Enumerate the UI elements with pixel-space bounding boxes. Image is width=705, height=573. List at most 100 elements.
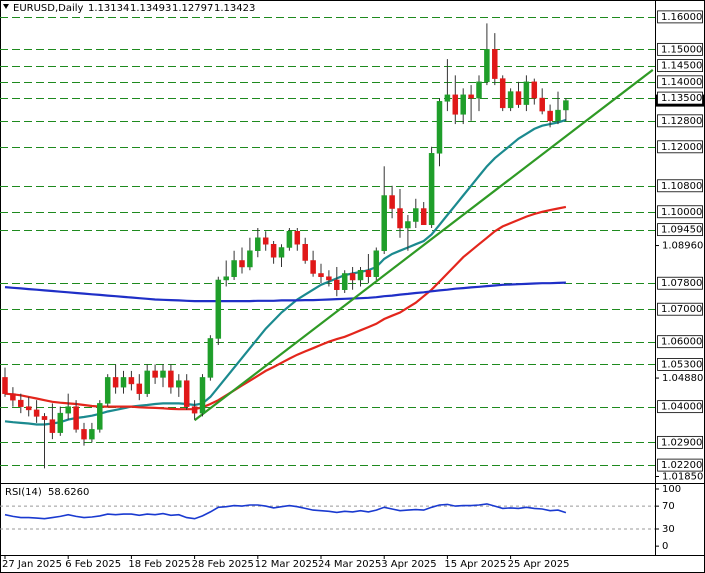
candle-body — [444, 94, 451, 102]
candle-body — [278, 247, 285, 258]
level-label-box — [657, 75, 703, 89]
candle-body — [215, 279, 222, 339]
y-tick-label: 1.08960 — [662, 241, 703, 252]
level-label-box — [657, 302, 703, 316]
level-label-box — [657, 91, 703, 105]
candle-body — [286, 231, 293, 248]
candle-body — [231, 260, 237, 277]
candle-body — [555, 109, 561, 122]
candle-body — [302, 243, 308, 261]
candle-body — [73, 406, 79, 430]
level-label: 1.06000 — [661, 337, 702, 348]
x-tick-label: 28 Feb 2025 — [192, 559, 254, 570]
candle-body — [223, 276, 229, 281]
x-tick-label: 12 Mar 2025 — [255, 559, 318, 570]
level-label: 1.10800 — [661, 181, 702, 192]
y-tick-label: 0 — [662, 541, 668, 552]
level-label-box — [657, 140, 703, 154]
level-label: 1.12800 — [661, 116, 702, 127]
candle-body — [349, 273, 356, 281]
level-label: 1.02900 — [661, 437, 702, 448]
trendline — [193, 68, 654, 422]
candle-body — [310, 260, 316, 274]
level-label-box — [657, 435, 703, 449]
candle-body — [539, 97, 545, 112]
candle-body — [365, 269, 372, 277]
x-tick-label: 18 Feb 2025 — [128, 559, 190, 570]
level-label: 1.10000 — [661, 207, 702, 218]
candle-body — [81, 429, 87, 440]
level-label-box — [657, 42, 703, 56]
candle-body — [389, 195, 395, 209]
level-label: 1.07000 — [661, 304, 702, 315]
level-label-box — [657, 205, 703, 219]
low-value: 1.12797 — [172, 3, 213, 14]
level-label-box — [657, 276, 703, 290]
level-label-box — [657, 400, 703, 414]
level-label: 1.04000 — [661, 402, 702, 413]
candle-body — [460, 94, 466, 115]
symbol-icon — [3, 4, 9, 9]
candle-body — [97, 403, 103, 430]
candle-body — [191, 406, 198, 414]
candle-body — [492, 49, 498, 79]
x-tick-label: 3 Apr 2025 — [381, 559, 436, 570]
x-tick-label: 15 Apr 2025 — [444, 559, 506, 570]
candle-body — [120, 377, 127, 388]
x-tick-label: 6 Feb 2025 — [65, 559, 121, 570]
level-label-box — [657, 458, 703, 472]
candle-body — [89, 429, 95, 440]
candle-body — [318, 273, 324, 277]
candle-body — [255, 237, 261, 251]
candle-body — [341, 273, 348, 290]
candle-body — [294, 231, 301, 245]
candle-body — [57, 412, 64, 433]
candle-body — [49, 419, 56, 433]
level-label-box — [657, 335, 703, 349]
candle-body — [247, 250, 253, 268]
candle-body — [397, 208, 403, 229]
candle-body — [405, 221, 411, 229]
candle-body — [484, 49, 490, 83]
rsi-value: 58.6260 — [48, 487, 89, 498]
level-label: 1.14500 — [661, 61, 702, 72]
x-tick-label: 27 Jan 2025 — [2, 559, 62, 570]
candle-body — [199, 377, 206, 414]
rsi-title: RSI(14) — [5, 487, 42, 498]
level-label: 1.09450 — [661, 225, 702, 236]
candle-body — [428, 153, 435, 226]
level-label: 1.16000 — [661, 12, 702, 23]
candle-body — [25, 406, 32, 411]
y-tick-label: 100 — [662, 484, 681, 495]
candle-body — [104, 377, 111, 404]
candle-body — [413, 208, 419, 222]
candle-body — [136, 383, 143, 394]
candle-body — [207, 338, 214, 378]
candle-body — [547, 110, 553, 122]
level-label: 1.07800 — [661, 278, 702, 289]
candle-body — [239, 260, 245, 268]
y-tick-label: 30 — [662, 524, 675, 535]
candle-body — [523, 81, 530, 105]
candle-body — [262, 237, 269, 245]
level-label-box — [657, 358, 703, 371]
candle-body — [436, 101, 443, 154]
y-tick-label: 1.01850 — [662, 471, 703, 482]
y-tick-label: 70 — [662, 501, 675, 512]
level-label: 1.12000 — [661, 142, 702, 153]
candle-body — [326, 276, 332, 281]
x-tick-label: 24 Mar 2025 — [318, 559, 381, 570]
rsi-line — [4, 503, 567, 520]
level-label-box — [657, 223, 703, 237]
candle-body — [2, 377, 8, 394]
candle-body — [128, 377, 135, 385]
candle-body — [65, 406, 71, 414]
candle-body — [41, 416, 48, 420]
y-tick-label: 1.04880 — [662, 373, 703, 384]
candle-body — [507, 91, 514, 109]
candle-body — [499, 78, 506, 109]
candle-body — [176, 380, 182, 388]
level-label-box — [657, 10, 703, 24]
candle-body — [112, 377, 119, 388]
